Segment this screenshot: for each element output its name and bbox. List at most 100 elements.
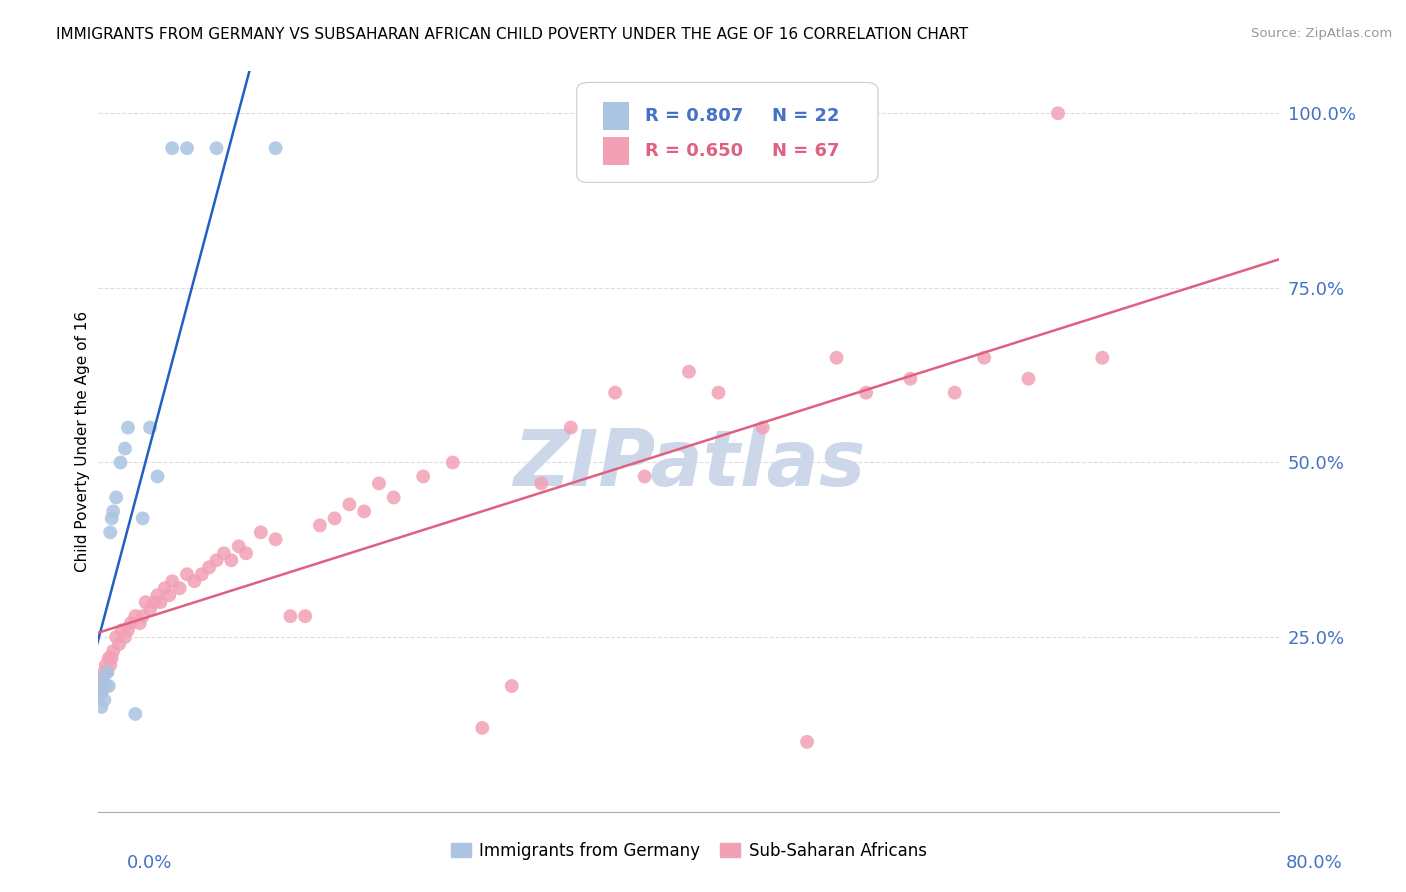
Point	[124, 706, 146, 721]
Point	[176, 141, 198, 155]
Point	[146, 588, 169, 602]
Point	[235, 546, 257, 560]
Point	[96, 665, 118, 679]
Point	[973, 351, 995, 365]
Point	[605, 385, 627, 400]
Point	[198, 560, 221, 574]
Point	[96, 665, 118, 679]
Point	[382, 491, 405, 505]
Point	[707, 385, 730, 400]
Point	[132, 609, 155, 624]
Point	[117, 420, 139, 434]
Point	[89, 679, 111, 693]
Point	[135, 595, 157, 609]
FancyBboxPatch shape	[603, 136, 628, 165]
Point	[221, 553, 243, 567]
Point	[105, 630, 128, 644]
Point	[132, 511, 155, 525]
Point	[97, 651, 120, 665]
Point	[752, 420, 775, 434]
Point	[117, 623, 139, 637]
Point	[90, 686, 112, 700]
Text: R = 0.807: R = 0.807	[645, 107, 744, 125]
Point	[264, 141, 287, 155]
Point	[124, 609, 146, 624]
FancyBboxPatch shape	[603, 102, 628, 130]
Point	[100, 511, 122, 525]
Text: R = 0.650: R = 0.650	[645, 142, 744, 160]
Point	[530, 476, 553, 491]
Point	[339, 497, 361, 511]
Point	[441, 455, 464, 469]
Text: Source: ZipAtlas.com: Source: ZipAtlas.com	[1251, 27, 1392, 40]
Point	[900, 372, 922, 386]
Point	[153, 581, 176, 595]
FancyBboxPatch shape	[576, 82, 877, 183]
Point	[128, 616, 150, 631]
Point	[98, 525, 121, 540]
Point	[264, 533, 287, 547]
Point	[250, 525, 273, 540]
Point	[157, 588, 180, 602]
Point	[114, 442, 136, 456]
Point	[103, 504, 125, 518]
Point	[855, 385, 877, 400]
Legend: Immigrants from Germany, Sub-Saharan Africans: Immigrants from Germany, Sub-Saharan Afr…	[444, 835, 934, 866]
Point	[309, 518, 332, 533]
Text: IMMIGRANTS FROM GERMANY VS SUBSAHARAN AFRICAN CHILD POVERTY UNDER THE AGE OF 16 : IMMIGRANTS FROM GERMANY VS SUBSAHARAN AF…	[56, 27, 969, 42]
Text: N = 22: N = 22	[772, 107, 839, 125]
Point	[796, 735, 818, 749]
Point	[93, 693, 115, 707]
Point	[294, 609, 316, 624]
Point	[943, 385, 966, 400]
Point	[678, 365, 700, 379]
Point	[825, 351, 848, 365]
Point	[105, 491, 128, 505]
Point	[169, 581, 191, 595]
Point	[97, 679, 120, 693]
Point	[103, 644, 125, 658]
Point	[91, 672, 114, 686]
Point	[98, 658, 121, 673]
Y-axis label: Child Poverty Under the Age of 16: Child Poverty Under the Age of 16	[75, 311, 90, 572]
Point	[111, 623, 134, 637]
Point	[1046, 106, 1070, 120]
Text: 80.0%: 80.0%	[1286, 854, 1343, 871]
Point	[108, 637, 131, 651]
Point	[94, 658, 117, 673]
Text: ZIPatlas: ZIPatlas	[513, 425, 865, 502]
Point	[205, 141, 228, 155]
Text: 0.0%: 0.0%	[127, 854, 172, 871]
Text: N = 67: N = 67	[772, 142, 839, 160]
Point	[471, 721, 494, 735]
Point	[139, 602, 162, 616]
Point	[412, 469, 434, 483]
Point	[1018, 372, 1040, 386]
Point	[560, 420, 582, 434]
Point	[280, 609, 302, 624]
Point	[228, 539, 250, 553]
Point	[100, 651, 122, 665]
Point	[162, 574, 183, 589]
Point	[191, 567, 214, 582]
Point	[634, 469, 657, 483]
Point	[183, 574, 205, 589]
Point	[114, 630, 136, 644]
Point	[139, 420, 162, 434]
Point	[212, 546, 235, 560]
Point	[368, 476, 391, 491]
Point	[146, 469, 169, 483]
Point	[93, 665, 115, 679]
Point	[89, 686, 111, 700]
Point	[94, 679, 117, 693]
Point	[353, 504, 375, 518]
Point	[90, 700, 112, 714]
Point	[501, 679, 523, 693]
Point	[162, 141, 183, 155]
Point	[110, 455, 132, 469]
Point	[143, 595, 166, 609]
Point	[176, 567, 198, 582]
Point	[323, 511, 346, 525]
Point	[149, 595, 172, 609]
Point	[1091, 351, 1114, 365]
